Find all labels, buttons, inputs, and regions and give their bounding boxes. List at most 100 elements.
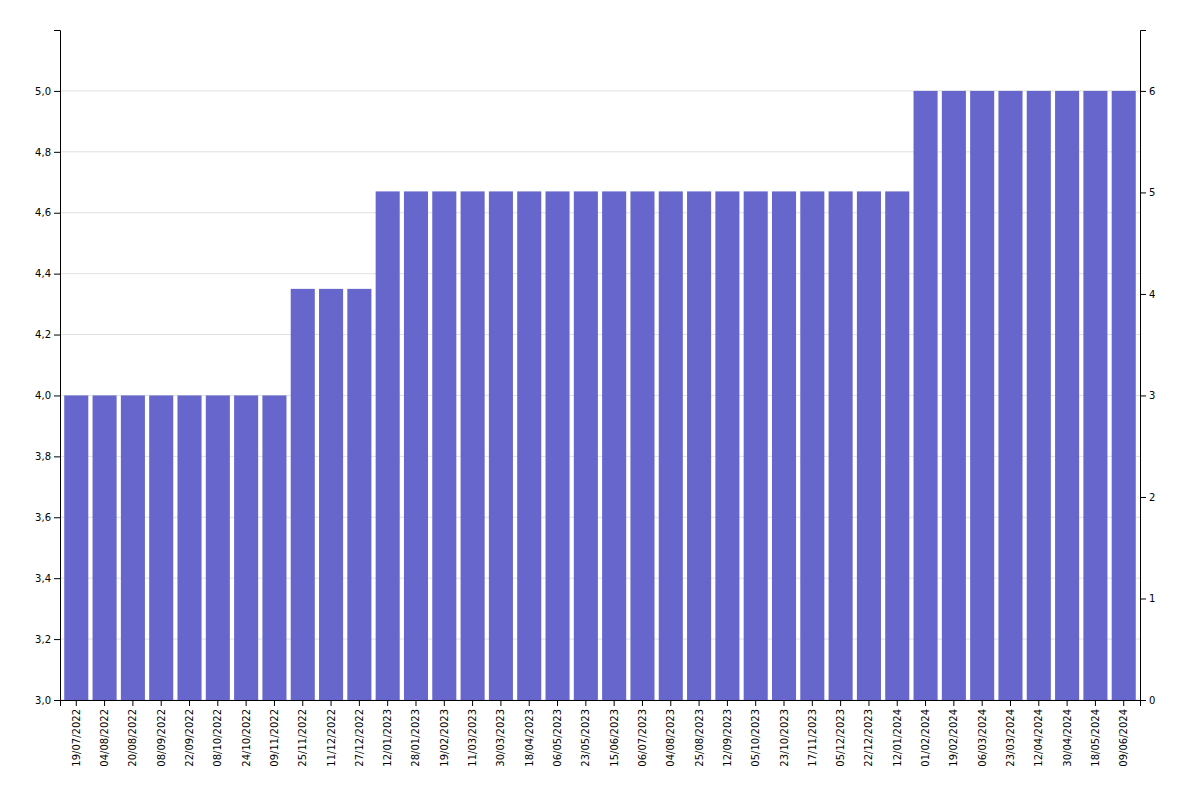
tick-label: 05/10/2023 bbox=[750, 709, 761, 767]
tick-mark bbox=[189, 700, 190, 706]
tick-mark bbox=[1140, 598, 1146, 599]
bar bbox=[234, 395, 258, 700]
tick-mark bbox=[54, 213, 60, 214]
tick-label: 12/09/2023 bbox=[722, 709, 733, 767]
tick-mark bbox=[670, 700, 671, 706]
tick-label: 20/08/2022 bbox=[127, 709, 138, 767]
tick: 23/05/2023 bbox=[580, 700, 591, 767]
tick-mark bbox=[755, 700, 756, 706]
bar bbox=[914, 91, 938, 700]
tick-label: 04/08/2023 bbox=[665, 709, 676, 767]
tick-mark bbox=[274, 700, 275, 706]
tick-mark bbox=[897, 700, 898, 706]
tick-label: 04/08/2022 bbox=[99, 709, 110, 767]
bar bbox=[998, 91, 1022, 700]
tick-mark bbox=[840, 700, 841, 706]
tick-label: 19/02/2024 bbox=[948, 709, 959, 767]
tick-mark bbox=[784, 700, 785, 706]
tick: 06/03/2024 bbox=[977, 700, 988, 767]
tick-mark bbox=[331, 700, 332, 706]
tick-mark bbox=[54, 152, 60, 153]
tick: 09/06/2024 bbox=[1118, 700, 1129, 767]
tick-mark bbox=[614, 700, 615, 706]
tick-mark bbox=[1140, 294, 1146, 295]
tick-mark bbox=[76, 700, 77, 706]
tick: 5 bbox=[1140, 187, 1155, 198]
tick: 3,2 bbox=[35, 634, 60, 645]
tick-label: 11/12/2022 bbox=[326, 709, 337, 767]
tick-label: 3,8 bbox=[35, 451, 51, 462]
tick: 01/02/2024 bbox=[920, 700, 931, 767]
tick-label: 5,0 bbox=[35, 86, 51, 97]
tick: 25/08/2023 bbox=[694, 700, 705, 767]
tick-label: 06/05/2023 bbox=[552, 709, 563, 767]
tick-label: 05/12/2023 bbox=[835, 709, 846, 767]
tick: 3,8 bbox=[35, 451, 60, 462]
tick-label: 25/11/2022 bbox=[297, 709, 308, 767]
tick-label: 15/06/2023 bbox=[609, 709, 620, 767]
tick-label: 12/04/2024 bbox=[1033, 709, 1044, 767]
tick-mark bbox=[500, 700, 501, 706]
bar bbox=[347, 289, 371, 700]
bar bbox=[93, 395, 117, 700]
bar bbox=[772, 191, 796, 700]
tick: 22/12/2023 bbox=[863, 700, 874, 767]
tick: 24/10/2022 bbox=[241, 700, 252, 767]
tick-label: 23/03/2024 bbox=[1005, 709, 1016, 767]
bar bbox=[744, 191, 768, 700]
tick: 2 bbox=[1140, 492, 1155, 503]
bar bbox=[517, 191, 541, 700]
tick-label: 6 bbox=[1149, 86, 1155, 97]
tick-label: 09/11/2022 bbox=[269, 709, 280, 767]
tick: 04/08/2023 bbox=[665, 700, 676, 767]
tick-mark bbox=[302, 700, 303, 706]
axis-line bbox=[54, 31, 61, 701]
bar bbox=[1027, 91, 1051, 700]
tick: 09/11/2022 bbox=[269, 700, 280, 767]
tick: 1 bbox=[1140, 593, 1155, 604]
tick-label: 30/03/2023 bbox=[495, 709, 506, 767]
tick: 04/08/2022 bbox=[99, 700, 110, 767]
tick-mark bbox=[387, 700, 388, 706]
tick-label: 11/03/2023 bbox=[467, 709, 478, 767]
tick-label: 19/07/2022 bbox=[71, 709, 82, 767]
tick: 18/05/2024 bbox=[1090, 700, 1101, 767]
tick-mark bbox=[1140, 395, 1146, 396]
tick-mark bbox=[54, 335, 60, 336]
tick-mark bbox=[642, 700, 643, 706]
tick: 22/09/2022 bbox=[184, 700, 195, 767]
tick: 27/12/2022 bbox=[354, 700, 365, 767]
bar bbox=[715, 191, 739, 700]
tick: 4,0 bbox=[35, 390, 60, 401]
tick: 30/03/2023 bbox=[495, 700, 506, 767]
tick-mark bbox=[54, 274, 60, 275]
tick-label: 24/10/2022 bbox=[241, 709, 252, 767]
tick-label: 06/03/2024 bbox=[977, 709, 988, 767]
bar bbox=[206, 395, 230, 700]
tick-mark bbox=[444, 700, 445, 706]
tick-label: 18/05/2024 bbox=[1090, 709, 1101, 767]
tick-mark bbox=[585, 700, 586, 706]
bar bbox=[942, 91, 966, 700]
tick-mark bbox=[1140, 700, 1146, 701]
tick-label: 3 bbox=[1149, 390, 1155, 401]
tick-label: 28/01/2023 bbox=[410, 709, 421, 767]
bar bbox=[432, 191, 456, 700]
tick: 3,4 bbox=[35, 573, 60, 584]
bar bbox=[630, 191, 654, 700]
tick-mark bbox=[1010, 700, 1011, 706]
bar bbox=[829, 191, 853, 700]
tick-label: 17/11/2023 bbox=[807, 709, 818, 767]
tick: 06/07/2023 bbox=[637, 700, 648, 767]
tick-mark bbox=[104, 700, 105, 706]
tick-mark bbox=[529, 700, 530, 706]
tick-label: 22/09/2022 bbox=[184, 709, 195, 767]
tick-mark bbox=[1140, 497, 1146, 498]
bars bbox=[64, 91, 1136, 700]
tick-mark bbox=[54, 700, 60, 701]
tick-label: 12/01/2023 bbox=[382, 709, 393, 767]
tick: 12/01/2024 bbox=[892, 700, 903, 767]
plot: 19/07/202204/08/202220/08/202208/09/2022… bbox=[35, 31, 1155, 767]
tick-label: 08/10/2022 bbox=[212, 709, 223, 767]
tick-mark bbox=[727, 700, 728, 706]
